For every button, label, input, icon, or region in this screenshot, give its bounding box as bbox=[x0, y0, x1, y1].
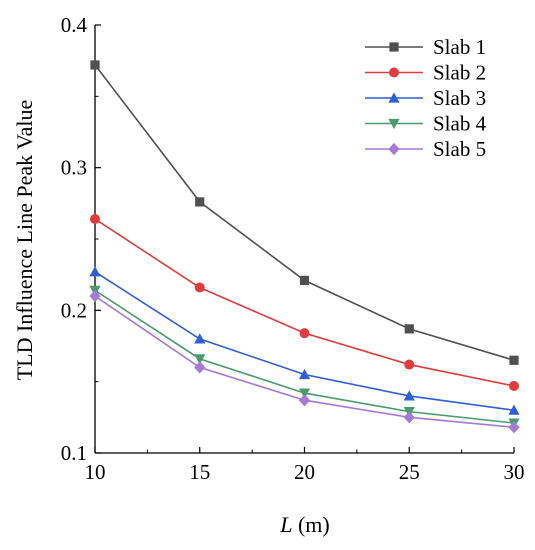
data-point bbox=[403, 390, 415, 401]
series-line bbox=[94, 295, 515, 429]
legend-marker bbox=[388, 142, 400, 156]
data-point bbox=[89, 266, 101, 277]
data-point bbox=[299, 275, 310, 285]
data-point bbox=[509, 355, 519, 365]
y-tick-label: 0.1 bbox=[61, 441, 87, 465]
legend-marker bbox=[389, 42, 399, 52]
series-slab-2 bbox=[90, 214, 519, 391]
series-line bbox=[94, 218, 515, 387]
legend-marker bbox=[388, 118, 400, 130]
data-point bbox=[194, 282, 205, 293]
data-point bbox=[194, 333, 206, 344]
series-slab-1 bbox=[90, 60, 519, 365]
legend-item: Slab 1 bbox=[365, 35, 486, 59]
x-axis-title-variable: L bbox=[279, 512, 292, 537]
data-point bbox=[298, 368, 311, 380]
data-point bbox=[508, 404, 520, 415]
x-tick-label: 20 bbox=[294, 460, 315, 484]
x-tick-label: 15 bbox=[189, 460, 210, 484]
series-layer bbox=[89, 60, 520, 434]
y-tick-label: 0.3 bbox=[61, 156, 87, 180]
series-slab-3 bbox=[89, 266, 520, 415]
data-point bbox=[509, 380, 519, 391]
legend-label: Slab 4 bbox=[433, 112, 487, 136]
x-axis-title-unit: (m) bbox=[292, 512, 329, 537]
legend-item: Slab 4 bbox=[365, 112, 487, 136]
legend-label: Slab 5 bbox=[433, 137, 486, 161]
y-axis: 0.1 0.2 0.3 0.4 bbox=[61, 13, 101, 465]
y-axis-title: TLD Influence Line Peak Value bbox=[12, 100, 37, 381]
legend-marker bbox=[389, 67, 399, 78]
x-axis: 10 15 20 25 30 bbox=[85, 447, 525, 484]
data-point bbox=[508, 421, 520, 434]
series-slab-5 bbox=[89, 289, 520, 434]
data-point bbox=[194, 354, 206, 365]
x-tick-label: 10 bbox=[85, 460, 106, 484]
x-tick-label: 25 bbox=[399, 460, 420, 484]
legend-label: Slab 1 bbox=[433, 35, 486, 59]
data-point bbox=[90, 60, 100, 70]
data-point bbox=[299, 328, 310, 339]
x-axis-title: L (m) bbox=[279, 512, 330, 537]
legend-item: Slab 3 bbox=[365, 86, 486, 110]
data-point bbox=[404, 359, 415, 370]
series-slab-4 bbox=[89, 285, 520, 429]
data-point bbox=[89, 289, 101, 303]
legend-item: Slab 5 bbox=[365, 137, 486, 161]
y-tick-label: 0.4 bbox=[61, 13, 88, 37]
legend-label: Slab 2 bbox=[433, 61, 486, 85]
data-point bbox=[404, 324, 414, 334]
legend-marker bbox=[388, 92, 400, 103]
legend-label: Slab 3 bbox=[433, 86, 486, 110]
legend-item: Slab 2 bbox=[365, 61, 486, 85]
data-point bbox=[195, 197, 205, 207]
x-tick-label: 30 bbox=[504, 460, 525, 484]
y-tick-label: 0.2 bbox=[61, 298, 87, 322]
data-point bbox=[298, 388, 311, 399]
data-point bbox=[90, 214, 100, 225]
data-point bbox=[403, 411, 415, 424]
data-point bbox=[298, 394, 311, 407]
data-point bbox=[194, 361, 206, 374]
